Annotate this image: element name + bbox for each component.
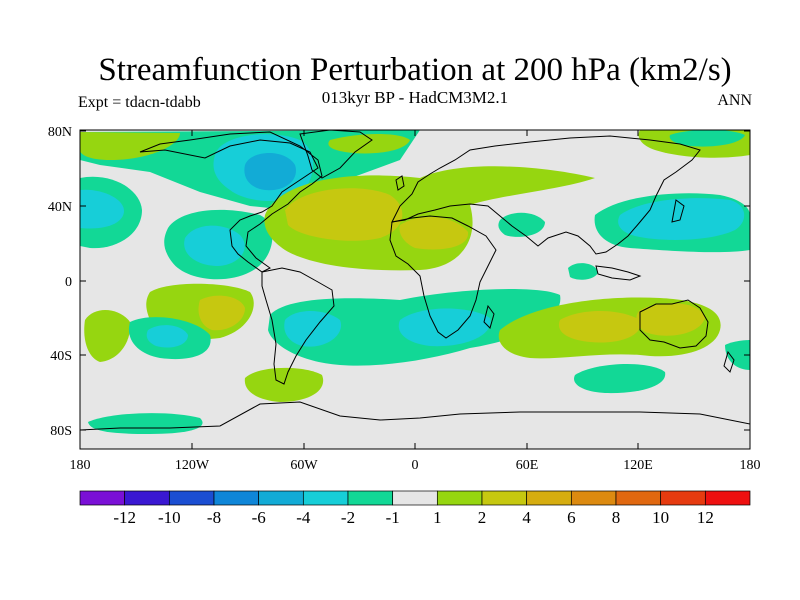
- coastline-north-america: [139, 131, 323, 273]
- colorbar-swatch: [124, 490, 170, 506]
- colorbar-swatch: [704, 490, 751, 506]
- colorbar-label: 4: [522, 508, 531, 527]
- map-title: Streamfunction Perturbation at 200 hPa (…: [98, 52, 732, 88]
- colorbar-swatch: [213, 490, 260, 506]
- colorbar-label: 12: [697, 508, 714, 527]
- lat-tick-label: 40N: [48, 200, 72, 215]
- contour-region: [285, 188, 403, 241]
- coastline-greenland: [299, 130, 373, 179]
- colorbar-labels: -12 -10 -8 -6 -4 -2 -1 1 2 4 6 8 10 12: [113, 508, 713, 527]
- colorbar-swatch: [392, 490, 438, 506]
- coastline-australia: [639, 299, 709, 349]
- colorbar-label: -1: [386, 508, 400, 527]
- colorbar-label: 8: [612, 508, 621, 527]
- lon-tick-label: 180: [70, 458, 91, 473]
- colorbar-swatch: [481, 490, 528, 506]
- coastline-indonesia: [595, 265, 642, 281]
- coastline-new-zealand: [723, 350, 735, 373]
- contour-region: [244, 367, 324, 402]
- lon-tick-label: 120W: [175, 458, 210, 473]
- colorbar-swatch: [168, 490, 215, 506]
- map-subtitle: 013kyr BP - HadCM3M2.1: [321, 88, 509, 107]
- coastline-south-america: [261, 267, 335, 385]
- colorbar-label: -6: [252, 508, 266, 527]
- axis-ticks: [79, 130, 751, 449]
- contour-region: [284, 311, 342, 347]
- contour-region: [636, 303, 705, 336]
- contour-region: [184, 225, 245, 266]
- contour-region: [398, 308, 491, 347]
- colorbar-swatch: [615, 490, 662, 506]
- colorbar-label: -4: [296, 508, 311, 527]
- contour-region: [84, 310, 131, 362]
- experiment-label: Expt = tdacn-tdabb: [78, 94, 201, 111]
- colorbar: [79, 490, 751, 506]
- coastline-japan: [671, 199, 685, 223]
- lon-tick-label: 180: [740, 458, 761, 473]
- lat-tick-label: 40S: [50, 349, 72, 364]
- colorbar-label: -12: [113, 508, 136, 527]
- coastline-antarctica: [80, 401, 750, 431]
- lon-tick-label: 60E: [516, 458, 539, 473]
- contour-region: [328, 134, 410, 154]
- contour-region: [725, 340, 750, 370]
- lat-tick-label: 80S: [50, 424, 72, 439]
- contour-region: [669, 130, 745, 147]
- colorbar-label: -10: [158, 508, 181, 527]
- contour-fills: [80, 130, 750, 434]
- colorbar-label: 2: [478, 508, 487, 527]
- contour-region: [618, 198, 745, 240]
- contour-region: [198, 295, 245, 331]
- lon-tick-label: 60W: [290, 458, 318, 473]
- contour-region: [244, 152, 296, 191]
- contour-region: [146, 325, 188, 348]
- coastline-madagascar: [483, 304, 495, 329]
- contour-region: [399, 216, 469, 250]
- coastline-eurasia: [391, 135, 701, 255]
- contour-region: [498, 212, 545, 237]
- lon-tick-label: 0: [412, 458, 419, 473]
- colorbar-swatch: [302, 490, 349, 506]
- coastline-africa: [389, 215, 497, 339]
- colorbar-label: 6: [567, 508, 576, 527]
- lon-tick-label: 120E: [623, 458, 653, 473]
- lat-tick-label: 80N: [48, 125, 72, 140]
- lat-axis: 80N 40N 0 40S 80S: [48, 125, 72, 439]
- contour-region: [80, 132, 180, 160]
- colorbar-swatch: [436, 490, 483, 506]
- lat-tick-label: 0: [65, 275, 72, 290]
- season-label: ANN: [717, 92, 752, 109]
- colorbar-label: 10: [652, 508, 669, 527]
- contour-region: [558, 311, 641, 343]
- contour-region: [80, 189, 125, 229]
- contour-region: [88, 413, 203, 434]
- colorbar-swatch: [79, 490, 126, 506]
- colorbar-swatch: [347, 490, 394, 506]
- colorbar-label: -2: [341, 508, 355, 527]
- colorbar-swatch: [258, 490, 304, 506]
- coastline-uk: [395, 175, 405, 191]
- colorbar-swatch: [660, 490, 706, 506]
- colorbar-swatch: [570, 490, 617, 506]
- coastlines: [80, 130, 750, 431]
- colorbar-label: 1: [433, 508, 442, 527]
- colorbar-swatch: [526, 490, 572, 506]
- contour-region: [568, 263, 598, 280]
- lon-axis: 180 120W 60W 0 60E 120E 180: [70, 458, 761, 473]
- colorbar-label: -8: [207, 508, 221, 527]
- contour-region: [574, 364, 666, 394]
